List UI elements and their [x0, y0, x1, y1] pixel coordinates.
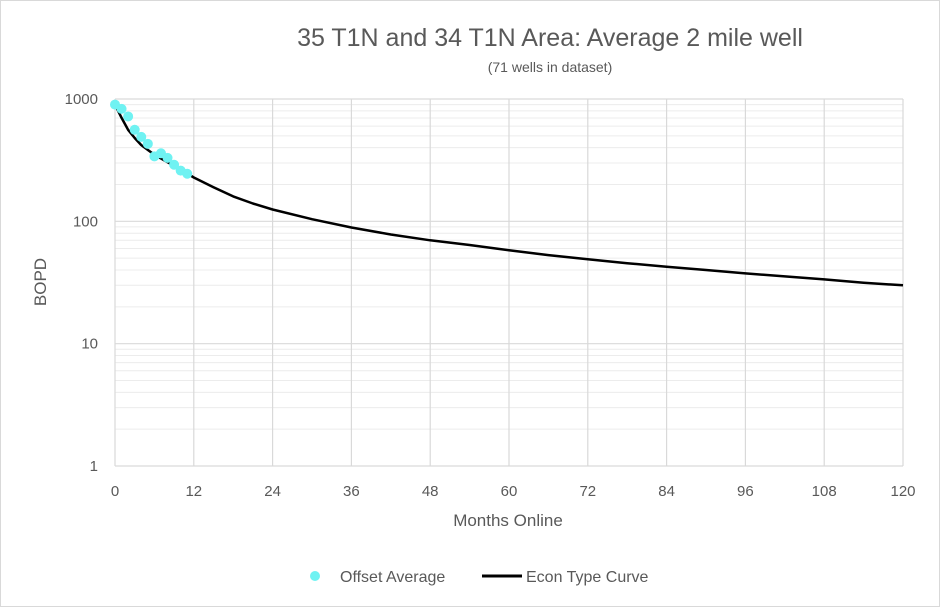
y-tick-label: 1 — [90, 458, 98, 475]
y-axis-title: BOPD — [31, 258, 50, 306]
x-tick-label: 72 — [579, 483, 596, 500]
offset-average-point — [182, 168, 193, 179]
x-tick-label: 96 — [737, 483, 754, 500]
econ-type-curve-line — [113, 104, 904, 287]
x-axis-title: Months Online — [453, 511, 563, 530]
x-tick-label: 48 — [422, 483, 439, 500]
x-tick-label: 0 — [111, 483, 119, 500]
legend-offset-average-marker — [310, 571, 320, 581]
x-tick-label: 36 — [343, 483, 360, 500]
y-tick-label: 10 — [81, 336, 98, 353]
x-tick-label: 60 — [501, 483, 518, 500]
x-tick-label: 108 — [812, 483, 837, 500]
y-tick-label: 1000 — [65, 91, 98, 108]
x-tick-label: 24 — [264, 483, 281, 500]
major-gridlines — [114, 98, 904, 467]
x-tick-label: 84 — [658, 483, 675, 500]
offset-average-point — [169, 159, 180, 170]
offset-average-point — [142, 138, 153, 149]
offset-average-point — [162, 152, 173, 163]
y-tick-label: 100 — [73, 213, 98, 230]
chart-title: 35 T1N and 34 T1N Area: Average 2 mile w… — [297, 24, 803, 52]
chart-subtitle: (71 wells in dataset) — [487, 59, 613, 75]
x-tick-labels: 0 12 24 36 48 60 72 84 96 108 120 — [111, 483, 916, 500]
y-tick-labels: 1 10 100 1000 — [65, 91, 98, 475]
offset-average-series — [110, 99, 193, 179]
econ-type-curve-series — [113, 104, 904, 287]
offset-average-point — [129, 124, 140, 135]
legend-econ-type-curve-label: Econ Type Curve — [526, 569, 649, 586]
x-tick-label: 120 — [890, 483, 915, 500]
offset-average-point — [123, 111, 134, 122]
offset-average-point — [116, 103, 127, 114]
legend-offset-average-label: Offset Average — [340, 569, 445, 586]
offset-average-point — [136, 131, 147, 142]
legend: Offset Average Econ Type Curve — [310, 569, 649, 586]
x-tick-label: 12 — [185, 483, 202, 500]
